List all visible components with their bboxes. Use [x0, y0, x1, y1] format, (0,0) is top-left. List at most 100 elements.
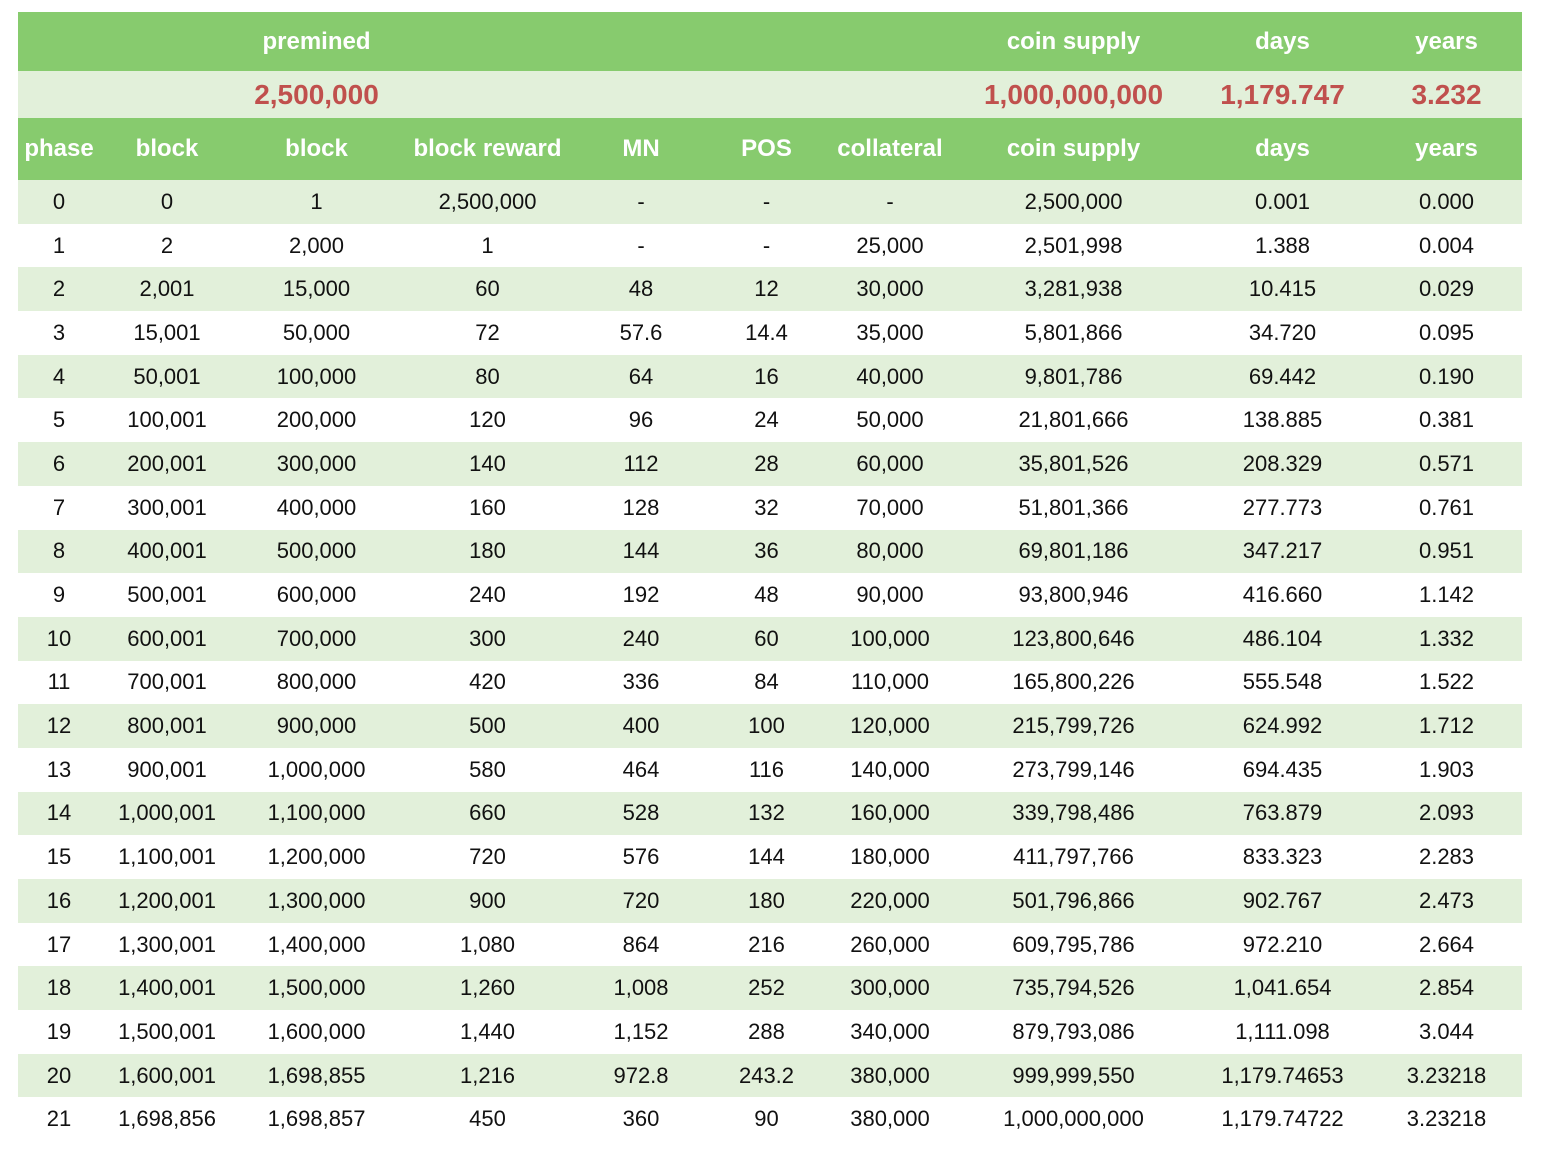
- cell-coin-supply: 339,798,486: [953, 791, 1194, 836]
- cell-years: 0.029: [1371, 267, 1522, 312]
- cell-mn: 1,008: [576, 966, 706, 1011]
- cell-pos: 60: [706, 616, 827, 661]
- cell-mn: -: [576, 223, 706, 268]
- cell-block-start: 800,001: [100, 704, 234, 748]
- cell-block-reward: 300: [399, 616, 576, 661]
- cell-pos: 14.4: [706, 311, 827, 355]
- summary-value-cell: [399, 71, 576, 118]
- cell-pos: 16: [706, 354, 827, 399]
- cell-block-end: 200,000: [234, 398, 399, 443]
- cell-phase: 2: [18, 267, 100, 312]
- cell-block-end: 1: [234, 180, 399, 224]
- cell-phase: 11: [18, 660, 100, 705]
- cell-years: 0.095: [1371, 311, 1522, 355]
- cell-block-end: 1,100,000: [234, 791, 399, 836]
- cell-coin-supply: 35,801,526: [953, 442, 1194, 486]
- column-header-block-end: block: [234, 118, 399, 180]
- cell-pos: 288: [706, 1010, 827, 1054]
- cell-collateral: 30,000: [827, 267, 953, 312]
- cell-pos: 36: [706, 529, 827, 574]
- cell-block-end: 1,500,000: [234, 966, 399, 1011]
- cell-block-reward: 450: [399, 1097, 576, 1142]
- cell-block-start: 1,600,001: [100, 1053, 234, 1098]
- cell-collateral: 160,000: [827, 791, 953, 836]
- cell-block-start: 100,001: [100, 398, 234, 443]
- cell-coin-supply: 3,281,938: [953, 267, 1194, 312]
- summary-header-cell: [100, 12, 234, 71]
- cell-years: 1.142: [1371, 573, 1522, 617]
- summary-years-value: 3.232: [1371, 71, 1522, 118]
- cell-coin-supply: 879,793,086: [953, 1010, 1194, 1054]
- cell-block-start: 400,001: [100, 529, 234, 574]
- cell-phase: 13: [18, 747, 100, 792]
- cell-block-end: 600,000: [234, 573, 399, 617]
- cell-phase: 9: [18, 573, 100, 617]
- summary-header-row: premined coin supply days years: [18, 12, 1522, 71]
- cell-block-reward: 60: [399, 267, 576, 312]
- cell-block-start: 300,001: [100, 485, 234, 530]
- cell-years: 2.473: [1371, 879, 1522, 923]
- cell-days: 138.885: [1194, 398, 1371, 443]
- cell-pos: 48: [706, 573, 827, 617]
- table-row: 16 1,200,001 1,300,000 900 720 180 220,000 501,…: [18, 879, 1522, 923]
- cell-days: 624.992: [1194, 704, 1371, 748]
- cell-block-reward: 240: [399, 573, 576, 617]
- cell-pos: 24: [706, 398, 827, 443]
- cell-coin-supply: 273,799,146: [953, 747, 1194, 792]
- cell-phase: 1: [18, 223, 100, 268]
- cell-years: 0.000: [1371, 180, 1522, 224]
- cell-phase: 12: [18, 704, 100, 748]
- cell-days: 1.388: [1194, 223, 1371, 268]
- cell-phase: 20: [18, 1053, 100, 1098]
- cell-collateral: 40,000: [827, 354, 953, 399]
- cell-phase: 5: [18, 398, 100, 443]
- table-row: 12 800,001 900,000 500 400 100 120,000 215,799,…: [18, 704, 1522, 748]
- summary-header-cell: [576, 12, 706, 71]
- table-row: 15 1,100,001 1,200,000 720 576 144 180,000 411,…: [18, 835, 1522, 879]
- cell-days: 34.720: [1194, 311, 1371, 355]
- cell-block-end: 100,000: [234, 354, 399, 399]
- cell-block-start: 1,200,001: [100, 879, 234, 923]
- cell-pos: 90: [706, 1097, 827, 1142]
- column-header-block-reward: block reward: [399, 118, 576, 180]
- cell-block-reward: 1,440: [399, 1010, 576, 1054]
- cell-years: 0.761: [1371, 485, 1522, 530]
- cell-days: 833.323: [1194, 835, 1371, 879]
- table-row: 1 2 2,000 1- -25,000 2,501,998 1.388 0.004: [18, 223, 1522, 268]
- cell-pos: 144: [706, 835, 827, 879]
- cell-days: 763.879: [1194, 791, 1371, 836]
- cell-mn: 57.6: [576, 311, 706, 355]
- cell-collateral: 300,000: [827, 966, 953, 1011]
- cell-block-start: 1,400,001: [100, 966, 234, 1011]
- summary-value-cell: [100, 71, 234, 118]
- cell-days: 69.442: [1194, 354, 1371, 399]
- cell-days: 416.660: [1194, 573, 1371, 617]
- summary-coin-supply-label: coin supply: [953, 12, 1194, 71]
- cell-days: 972.210: [1194, 922, 1371, 967]
- cell-coin-supply: 501,796,866: [953, 879, 1194, 923]
- cell-years: 3.23218: [1371, 1053, 1522, 1098]
- cell-block-start: 2: [100, 223, 234, 268]
- table-row: 5 100,001 200,000 120 96 24 50,000 21,801,666 13…: [18, 398, 1522, 443]
- cell-pos: 100: [706, 704, 827, 748]
- cell-block-reward: 420: [399, 660, 576, 705]
- cell-years: 0.381: [1371, 398, 1522, 443]
- cell-years: 0.004: [1371, 223, 1522, 268]
- table-row: 14 1,000,001 1,100,000 660 528 132 160,000 339,…: [18, 791, 1522, 836]
- cell-collateral: -: [827, 180, 953, 224]
- cell-collateral: 50,000: [827, 398, 953, 443]
- table-row: 4 50,001 100,000 80 64 16 40,000 9,801,786 69.44…: [18, 354, 1522, 399]
- cell-collateral: 25,000: [827, 223, 953, 268]
- table-row: 3 15,001 50,000 72 57.6 14.4 35,000 5,801,866 34…: [18, 311, 1522, 355]
- cell-pos: 28: [706, 442, 827, 486]
- cell-block-end: 800,000: [234, 660, 399, 705]
- cell-block-end: 50,000: [234, 311, 399, 355]
- summary-years-label: years: [1371, 12, 1522, 71]
- cell-coin-supply: 215,799,726: [953, 704, 1194, 748]
- cell-phase: 15: [18, 835, 100, 879]
- cell-mn: 64: [576, 354, 706, 399]
- cell-block-reward: 1,260: [399, 966, 576, 1011]
- summary-header-cell: [827, 12, 953, 71]
- cell-days: 1,179.74653: [1194, 1053, 1371, 1098]
- column-header-row: phase block block block reward MN POS co…: [18, 118, 1522, 180]
